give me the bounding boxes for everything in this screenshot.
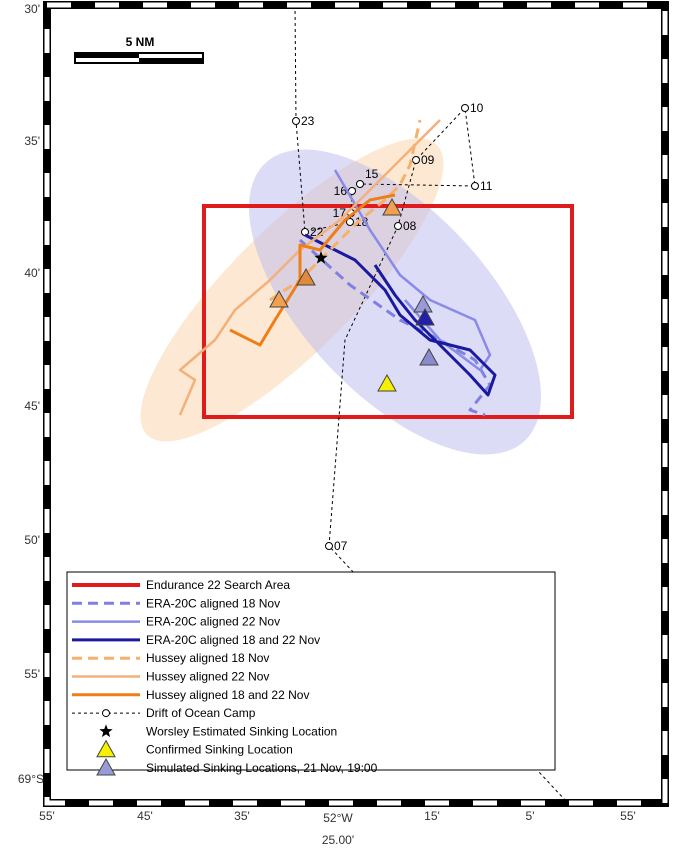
drift-label: 18 xyxy=(355,215,369,229)
drift-point xyxy=(471,182,479,190)
legend-label: Endurance 22 Search Area xyxy=(146,578,290,592)
legend-label: ERA-20C aligned 22 Nov xyxy=(146,615,280,629)
hussey-18-nov xyxy=(269,119,422,302)
simulated-location xyxy=(415,307,435,326)
legend-marker xyxy=(96,757,116,776)
drift-label: 17 xyxy=(333,206,347,220)
drift-point xyxy=(292,117,300,125)
hussey-18-22-nov xyxy=(229,193,396,347)
frame-dashes xyxy=(44,2,668,806)
legend-label: ERA-20C aligned 18 and 22 Nov xyxy=(146,633,320,647)
drift-line xyxy=(294,4,566,801)
drift-label: 09 xyxy=(421,153,435,167)
legend-label: Drift of Ocean Camp xyxy=(146,706,256,720)
drift-point xyxy=(325,542,333,550)
simulated-location xyxy=(269,289,289,308)
scale-bar-fill xyxy=(75,53,139,58)
y-label: 30' xyxy=(24,2,40,16)
era-22-nov xyxy=(333,169,492,372)
drift-point xyxy=(461,104,469,112)
x-label: 55' xyxy=(39,809,55,823)
y-label: 45' xyxy=(24,399,40,413)
era-18-nov xyxy=(298,238,492,417)
hussey-22-nov xyxy=(178,119,441,416)
y-label: 40' xyxy=(24,266,40,280)
y-label: 35' xyxy=(24,134,40,148)
x-label: 45' xyxy=(137,809,153,823)
y-label: 50' xyxy=(24,533,40,547)
drift-point xyxy=(356,180,364,188)
y-label: 55' xyxy=(24,667,40,681)
simulated-location xyxy=(296,267,316,286)
legend-label: Hussey aligned 18 Nov xyxy=(146,651,269,665)
drift-label: 08 xyxy=(403,219,417,233)
legend-label: Simulated Sinking Locations, 21 Nov, 19:… xyxy=(146,761,378,775)
scale-bar-fill xyxy=(139,58,203,63)
drift-label: 10 xyxy=(470,101,484,115)
drift-point xyxy=(394,222,402,230)
y-label: 69°S xyxy=(18,772,44,786)
x-sublabel: 25.00' xyxy=(322,833,354,847)
drift-label: 11 xyxy=(480,179,493,193)
x-label: 52°W xyxy=(323,811,353,825)
x-label: 15' xyxy=(424,809,440,823)
legend-label: Hussey aligned 22 Nov xyxy=(146,670,269,684)
legend-label: ERA-20C aligned 18 Nov xyxy=(146,596,280,610)
confirmed-location xyxy=(377,373,397,392)
x-label: 35' xyxy=(234,809,250,823)
drift-point xyxy=(346,218,354,226)
simulated-location xyxy=(419,347,439,366)
x-label: 55' xyxy=(620,809,636,823)
legend-label: Hussey aligned 18 and 22 Nov xyxy=(146,688,309,702)
legend-marker xyxy=(99,724,113,738)
drift-label: 23 xyxy=(301,114,315,128)
legend-label: Worsley Estimated Sinking Location xyxy=(146,724,337,738)
legend-marker xyxy=(102,709,110,718)
simulated-location xyxy=(382,197,402,216)
drift-label: 15 xyxy=(365,167,379,181)
scale-bar-label: 5 NM xyxy=(126,35,155,49)
drift-label: 07 xyxy=(334,539,348,553)
legend-box xyxy=(66,571,556,771)
drift-point xyxy=(412,156,420,164)
x-label: 5' xyxy=(526,809,535,823)
drift-point xyxy=(301,228,309,236)
era-uncertainty xyxy=(248,149,542,455)
worsley-location xyxy=(314,251,328,264)
era-18-22-nov xyxy=(304,233,497,397)
legend-label: Confirmed Sinking Location xyxy=(146,743,293,757)
legend-marker xyxy=(96,739,116,758)
